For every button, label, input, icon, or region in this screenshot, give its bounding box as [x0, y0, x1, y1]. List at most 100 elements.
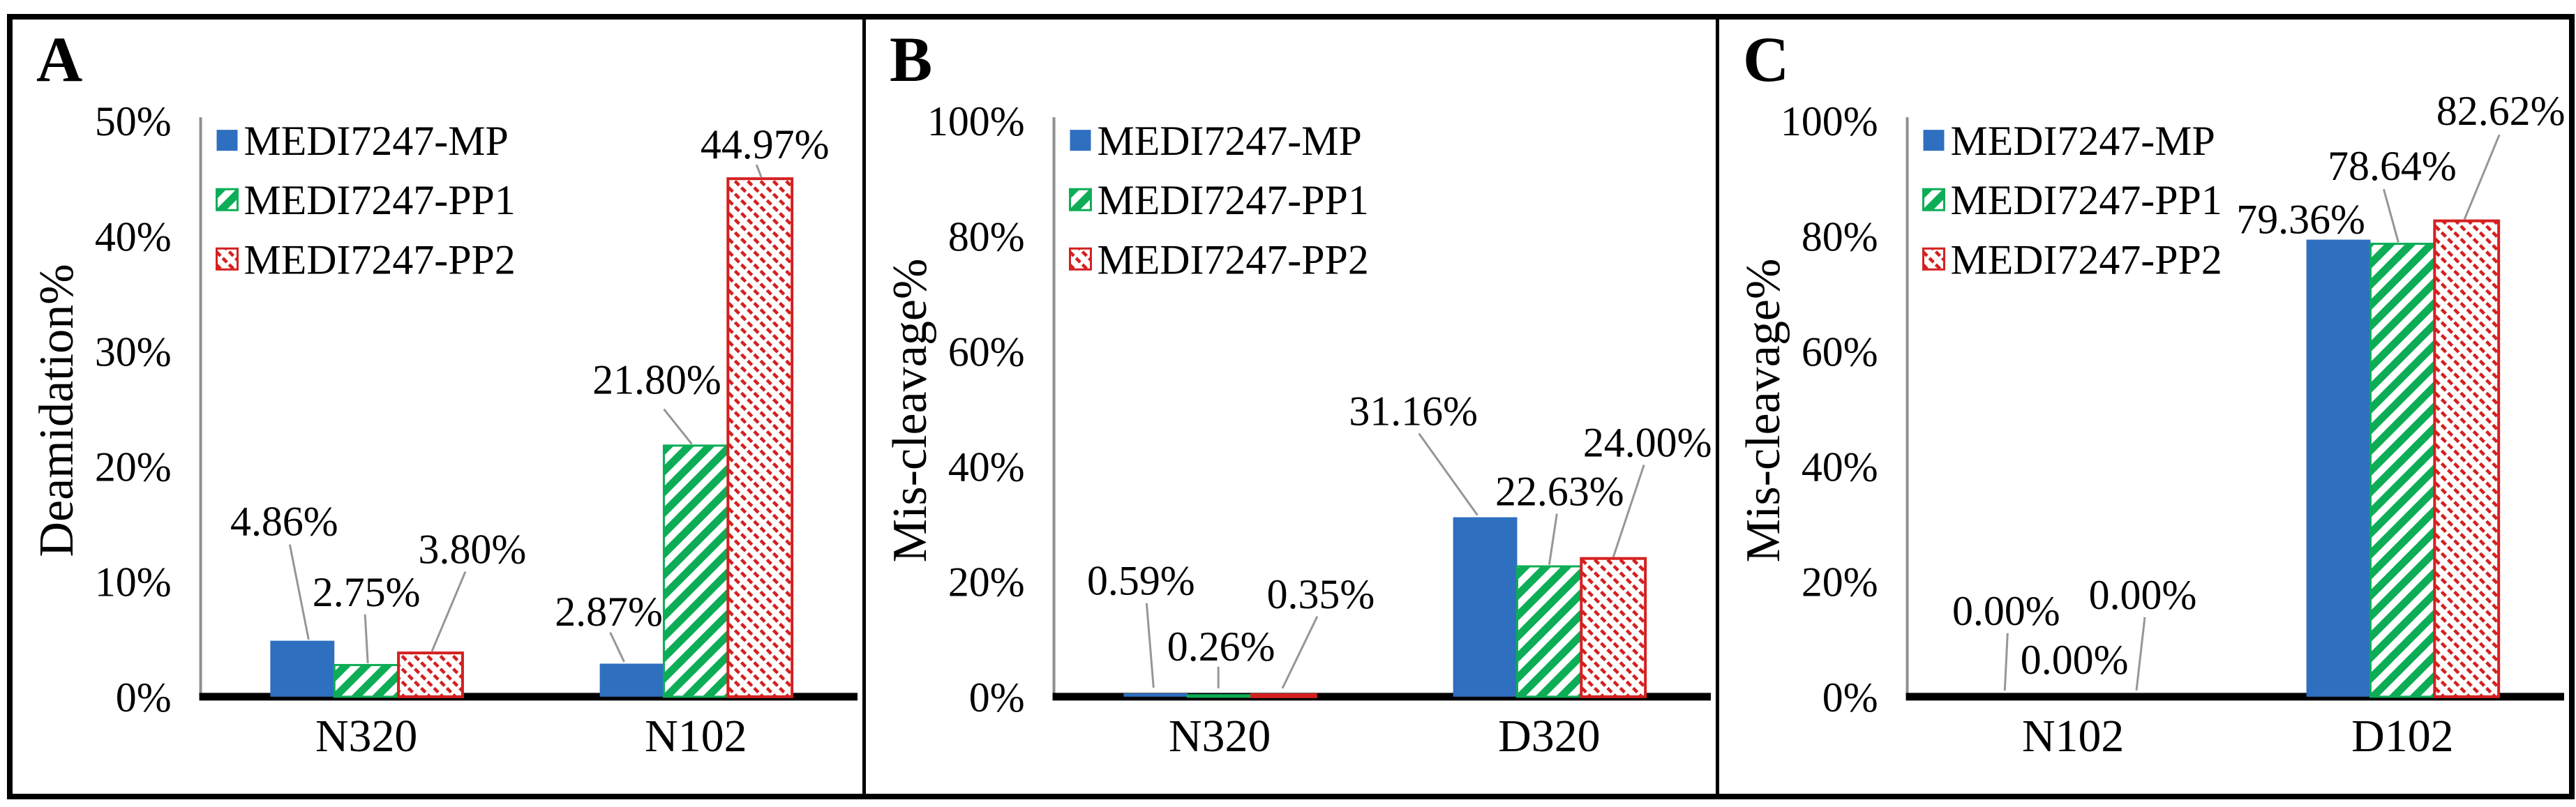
value-label: 4.86%	[230, 499, 338, 545]
leader-line	[288, 544, 310, 640]
deamidation-bar-chart: A Deamidation% 0% 10% 20% 30% 40% 50% N320 N10…	[30, 24, 858, 762]
value-annotations: 4.86% 2.75%3.80% 2.87% 21.80% 44.97%	[230, 121, 830, 663]
bar-medi7247-pp1	[662, 444, 729, 698]
bars	[1123, 517, 1647, 698]
y-tick-label: 0%	[969, 674, 1025, 721]
bar-medi7247-pp1	[2369, 243, 2436, 698]
bar-medi7247-pp1	[1515, 565, 1582, 698]
y-tick-label: 30%	[95, 329, 172, 375]
x-category-labels: N320 N102	[315, 711, 747, 762]
bar-medi7247-mp	[599, 663, 664, 697]
legend-swatch-mp-icon	[1070, 130, 1091, 151]
leader-line	[1281, 616, 1319, 689]
y-tick-label: 60%	[948, 329, 1025, 375]
legend-swatch-pp1-icon	[216, 188, 239, 211]
y-tick-label: 50%	[95, 98, 172, 144]
y-axis-title: Mis-cleavage%	[883, 259, 937, 563]
legend-swatch-pp2-icon	[216, 247, 239, 271]
panel-letter: C	[1743, 24, 1789, 95]
leader-line	[2463, 134, 2501, 220]
leader-line	[663, 408, 693, 445]
legend-label-mp: MEDI7247-MP	[244, 118, 508, 164]
leader-line	[1418, 432, 1478, 516]
legend-label-pp2: MEDI7247-PP2	[1097, 236, 1368, 282]
x-category-label: N102	[2022, 711, 2124, 762]
legend-label-pp1: MEDI7247-PP1	[244, 177, 515, 223]
x-category-label: N102	[645, 711, 747, 762]
y-tick-label: 0%	[1822, 674, 1878, 721]
leader-line	[2135, 617, 2146, 691]
legend-label-pp2: MEDI7247-PP2	[244, 236, 515, 282]
bars	[270, 177, 794, 698]
legend-swatch-pp1-icon	[1922, 188, 1945, 211]
legend-swatch-pp1-icon	[1069, 188, 1092, 211]
value-label: 44.97%	[701, 121, 830, 167]
bar-medi7247-mp	[2306, 239, 2371, 697]
legend-label-pp1: MEDI7247-PP1	[1097, 177, 1368, 223]
value-label: 21.80%	[592, 356, 721, 402]
legend-swatch-pp2-icon	[1922, 247, 1945, 271]
leader-line	[1612, 465, 1645, 558]
bar-medi7247-pp1	[1186, 694, 1253, 698]
x-category-labels: N320 D320	[1169, 711, 1601, 762]
y-tick-label: 60%	[1802, 329, 1878, 375]
value-label: 2.75%	[313, 569, 421, 615]
legend: MEDI7247-MP MEDI7247-PP1 MEDI7247-PP2	[1922, 118, 2222, 282]
leader-line	[430, 571, 467, 652]
legend-label-pp2: MEDI7247-PP2	[1950, 236, 2222, 282]
value-annotations: 0.00%0.00%0.00%79.36%78.64%82.62%	[1952, 88, 2566, 691]
x-category-label: N320	[315, 711, 417, 762]
bar-medi7247-pp2	[1250, 693, 1317, 698]
mis-cleavage-320-bar-chart: B Mis-cleavage% 0% 20% 40% 60% 80% 100% N320 D…	[883, 24, 1712, 762]
value-label: 31.16%	[1349, 388, 1478, 434]
panel-c: C Mis-cleavage% 0% 20% 40% 60% 80% 100% N102 D…	[1716, 20, 2569, 794]
leader-line	[364, 614, 369, 663]
bar-medi7247-pp2	[397, 651, 464, 698]
y-tick-label: 40%	[1802, 444, 1878, 490]
y-tick-label: 100%	[1781, 98, 1878, 144]
value-label: 0.26%	[1167, 624, 1275, 670]
x-category-label: N320	[1169, 711, 1271, 762]
bar-medi7247-mp	[1123, 693, 1188, 697]
value-label: 22.63%	[1495, 469, 1624, 515]
y-tick-label: 20%	[95, 444, 172, 490]
y-tick-label: 80%	[1802, 213, 1878, 259]
panel-letter: A	[36, 24, 82, 95]
leader-line	[1548, 513, 1558, 565]
leader-line	[609, 632, 625, 663]
mis-cleavage-102-bar-chart: C Mis-cleavage% 0% 20% 40% 60% 80% 100% N102 D…	[1737, 24, 2566, 762]
value-label: 0.00%	[2089, 572, 2197, 618]
panel-b: B Mis-cleavage% 0% 20% 40% 60% 80% 100% N320 D…	[862, 20, 1716, 794]
value-label: 0.00%	[1952, 588, 2060, 634]
legend-label-pp1: MEDI7247-PP1	[1950, 177, 2222, 223]
y-tick-label: 10%	[95, 559, 172, 605]
bar-medi7247-pp1	[333, 663, 400, 698]
y-tick-label: 80%	[948, 213, 1025, 259]
y-tick-label: 0%	[116, 674, 172, 721]
value-label: 2.87%	[555, 589, 663, 635]
leader-line	[755, 164, 763, 178]
legend-label-mp: MEDI7247-MP	[1097, 118, 1361, 164]
y-tick-label: 20%	[948, 559, 1025, 605]
bar-medi7247-pp2	[2433, 219, 2501, 698]
y-tick-labels: 0% 20% 40% 60% 80% 100%	[1781, 98, 1878, 721]
bars	[2306, 219, 2501, 698]
value-annotations: 0.59% 0.26% 0.35% 31.16% 22.63%24.00%	[1087, 388, 1712, 689]
bar-medi7247-mp	[270, 640, 335, 697]
figure-bar-chart-panels: A Deamidation% 0% 10% 20% 30% 40% 50% N320 N10…	[7, 14, 2575, 799]
leader-line	[1145, 603, 1155, 688]
bar-medi7247-pp2	[726, 177, 794, 698]
value-label: 82.62%	[2436, 88, 2566, 134]
value-label: 79.36%	[2236, 196, 2365, 242]
x-category-label: D102	[2351, 711, 2453, 762]
panel-a: A Deamidation% 0% 10% 20% 30% 40% 50% N320 N10…	[13, 20, 862, 794]
y-tick-label: 100%	[927, 98, 1025, 144]
value-label: 0.59%	[1087, 558, 1195, 604]
leader-line	[2382, 188, 2399, 243]
value-label: 24.00%	[1583, 419, 1712, 465]
legend-swatch-mp-icon	[216, 130, 238, 151]
y-tick-label: 20%	[1802, 559, 1878, 605]
value-label: 3.80%	[419, 527, 527, 573]
legend: MEDI7247-MP MEDI7247-PP1 MEDI7247-PP2	[1069, 118, 1369, 282]
leader-line	[2003, 633, 2009, 691]
